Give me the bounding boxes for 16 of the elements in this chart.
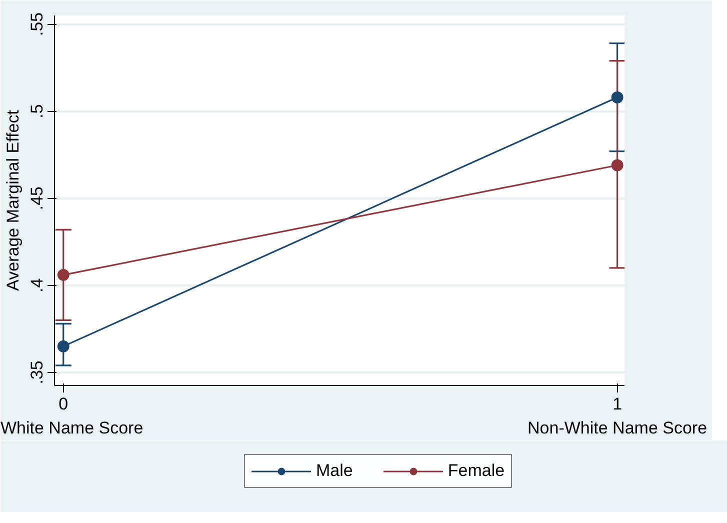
y-axis-title: Average Marginal Effect bbox=[4, 110, 22, 291]
point bbox=[611, 159, 624, 172]
point bbox=[57, 340, 70, 352]
legend-label: Male bbox=[316, 461, 353, 481]
x-tick-label: 0 bbox=[58, 394, 68, 414]
legend-label: Female bbox=[448, 461, 505, 481]
y-tick-label: .4 bbox=[28, 278, 46, 292]
point bbox=[611, 91, 624, 104]
y-tick-label: .55 bbox=[28, 12, 46, 36]
x-tick-label: 1 bbox=[612, 394, 622, 414]
y-tick-label: .35 bbox=[28, 360, 46, 384]
text: White Name Score bbox=[0, 418, 144, 438]
point bbox=[57, 268, 70, 281]
y-tick-label: .5 bbox=[28, 104, 46, 118]
text: Non-White Name Score bbox=[528, 418, 708, 438]
y-tick-label: .45 bbox=[28, 186, 46, 210]
